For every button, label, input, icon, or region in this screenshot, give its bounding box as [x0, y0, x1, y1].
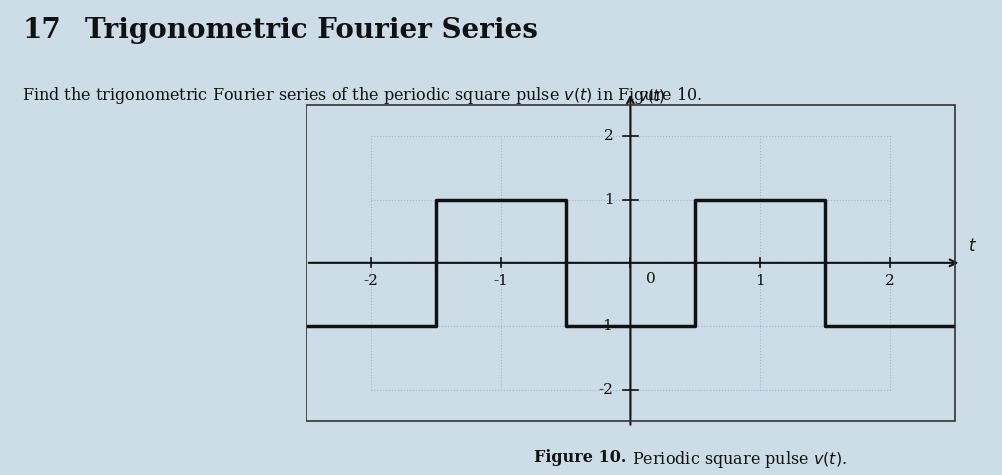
Text: -1: -1: [598, 319, 613, 333]
Text: -2: -2: [598, 382, 613, 397]
Text: $t$: $t$: [967, 238, 976, 255]
Text: 0: 0: [645, 272, 655, 286]
Text: -1: -1: [493, 274, 508, 288]
Text: -2: -2: [363, 274, 378, 288]
Text: Trigonometric Fourier Series: Trigonometric Fourier Series: [85, 17, 538, 44]
Text: Find the trigonometric Fourier series of the periodic square pulse $v(t)$ in Fig: Find the trigonometric Fourier series of…: [22, 86, 701, 106]
Text: Periodic square pulse $v(t)$.: Periodic square pulse $v(t)$.: [626, 449, 846, 470]
Text: $v(t)$: $v(t)$: [637, 87, 665, 105]
Text: 1: 1: [603, 192, 613, 207]
Text: 1: 1: [755, 274, 765, 288]
Text: 2: 2: [603, 129, 613, 143]
Text: Figure 10.: Figure 10.: [534, 449, 626, 466]
Text: 2: 2: [884, 274, 894, 288]
Text: 17: 17: [22, 17, 61, 44]
